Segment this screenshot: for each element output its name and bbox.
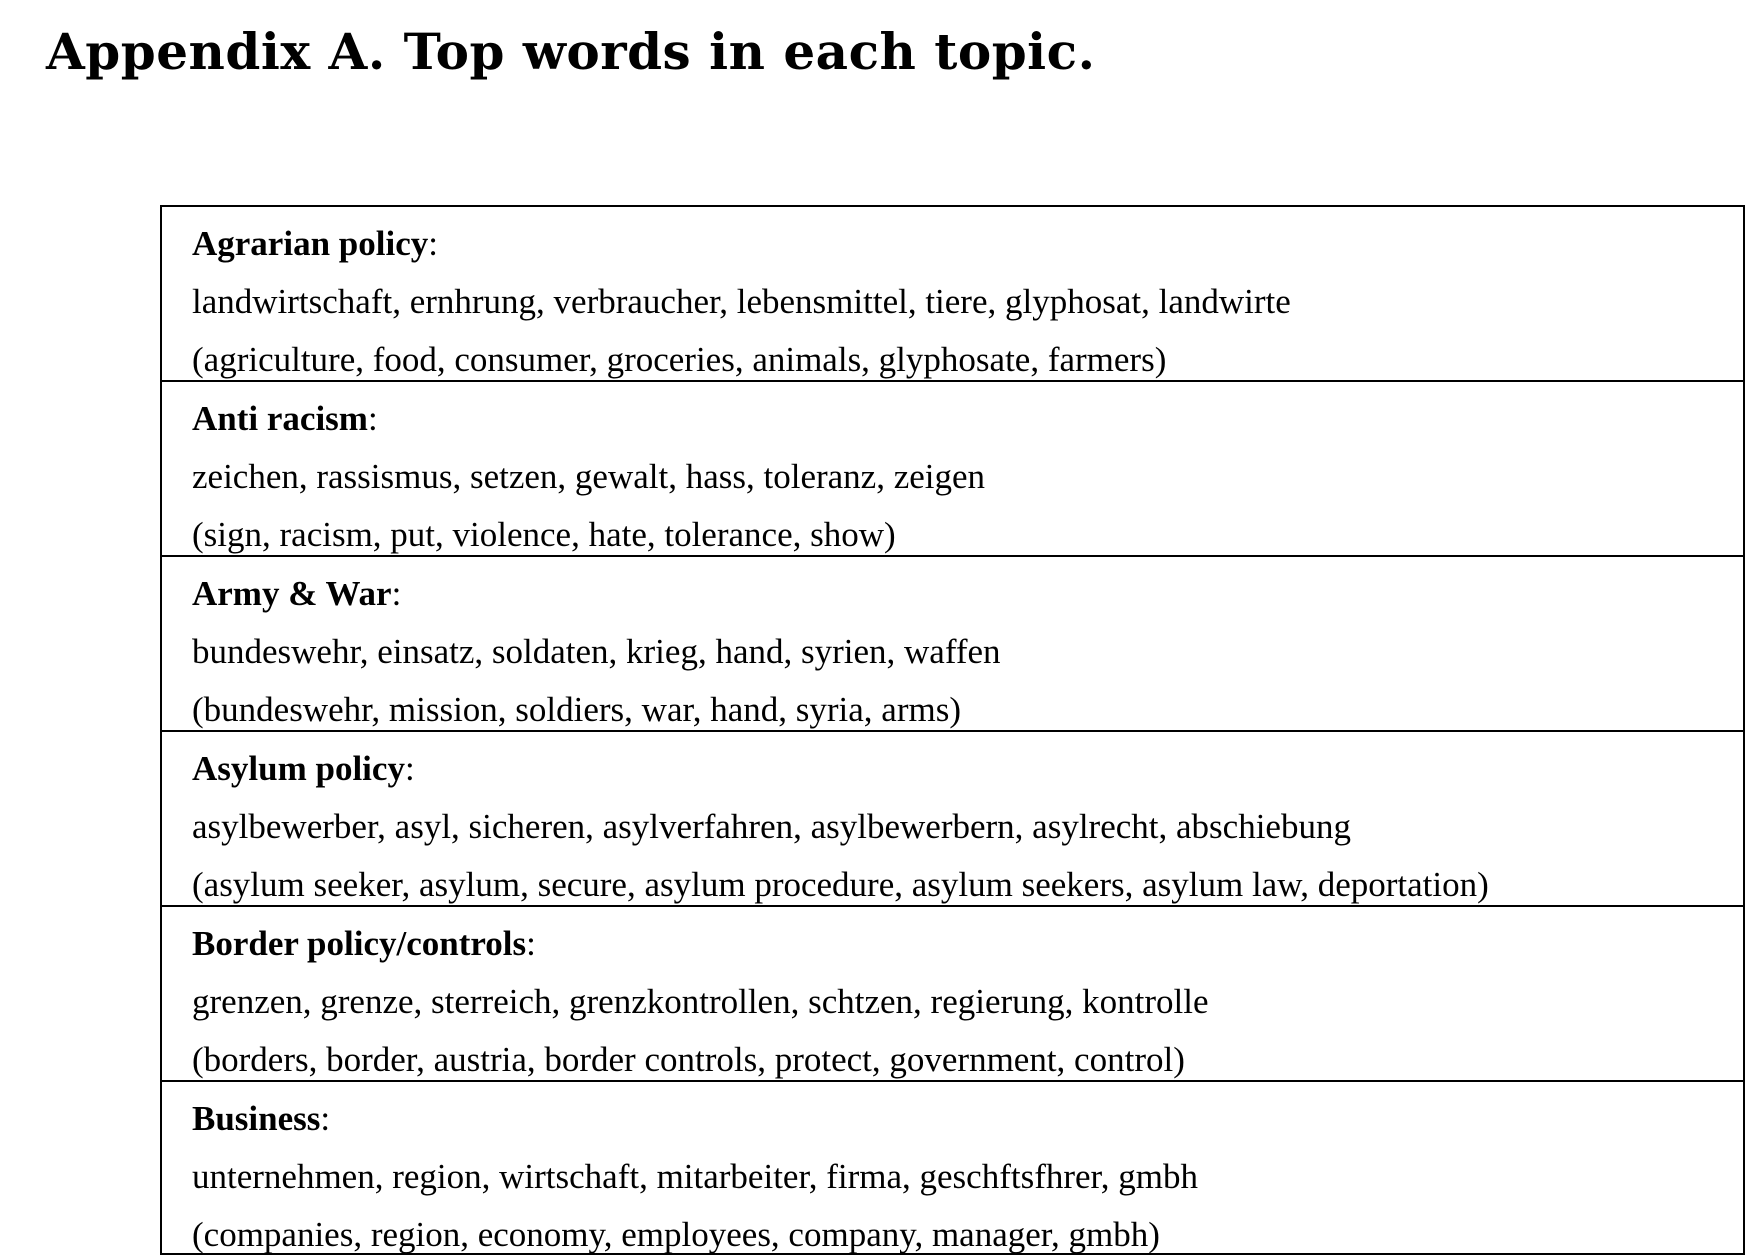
- topic-german-words: zeichen, rassismus, setzen, gewalt, hass…: [192, 457, 986, 496]
- topic-english-words: (bundeswehr, mission, soldiers, war, han…: [192, 690, 961, 729]
- topic-english-words: (asylum seeker, asylum, secure, asylum p…: [192, 865, 1489, 904]
- topic-english-words: (agriculture, food, consumer, groceries,…: [192, 340, 1167, 379]
- topic-german-words: unternehmen, region, wirtschaft, mitarbe…: [192, 1157, 1199, 1196]
- topic-german-words: landwirtschaft, ernhrung, verbraucher, l…: [192, 282, 1291, 321]
- topic-name: Border policy/controls: [192, 924, 527, 963]
- topic-row-army-war: Army & War: bundeswehr, einsatz, soldate…: [162, 557, 1743, 732]
- topic-heading: Business:: [192, 1099, 331, 1138]
- topic-heading: Agrarian policy:: [192, 224, 438, 263]
- topic-heading: Asylum policy:: [192, 749, 415, 788]
- topic-german-words: asylbewerber, asyl, sicheren, asylverfah…: [192, 807, 1351, 846]
- topic-row-anti-racism: Anti racism: zeichen, rassismus, setzen,…: [162, 382, 1743, 557]
- topic-heading: Anti racism:: [192, 399, 378, 438]
- topic-english-words: (borders, border, austria, border contro…: [192, 1040, 1185, 1079]
- topic-name: Army & War: [192, 574, 392, 613]
- topic-name: Agrarian policy: [192, 224, 429, 263]
- topic-name: Asylum policy: [192, 749, 405, 788]
- topic-german-words: grenzen, grenze, sterreich, grenzkontrol…: [192, 982, 1209, 1021]
- page-title: Appendix A. Top words in each topic.: [46, 22, 1096, 81]
- topic-table: Agrarian policy: landwirtschaft, ernhrun…: [160, 205, 1745, 1255]
- topic-row-border-policy: Border policy/controls: grenzen, grenze,…: [162, 907, 1743, 1082]
- topic-heading: Army & War:: [192, 574, 402, 613]
- topic-name: Business: [192, 1099, 321, 1138]
- topic-english-words: (companies, region, economy, employees, …: [192, 1215, 1160, 1254]
- topic-english-words: (sign, racism, put, violence, hate, tole…: [192, 515, 896, 554]
- topic-german-words: bundeswehr, einsatz, soldaten, krieg, ha…: [192, 632, 1001, 671]
- topic-row-asylum-policy: Asylum policy: asylbewerber, asyl, siche…: [162, 732, 1743, 907]
- topic-row-agrarian-policy: Agrarian policy: landwirtschaft, ernhrun…: [162, 207, 1743, 382]
- topic-heading: Border policy/controls:: [192, 924, 536, 963]
- topic-row-business: Business: unternehmen, region, wirtschaf…: [162, 1082, 1743, 1255]
- topic-name: Anti racism: [192, 399, 368, 438]
